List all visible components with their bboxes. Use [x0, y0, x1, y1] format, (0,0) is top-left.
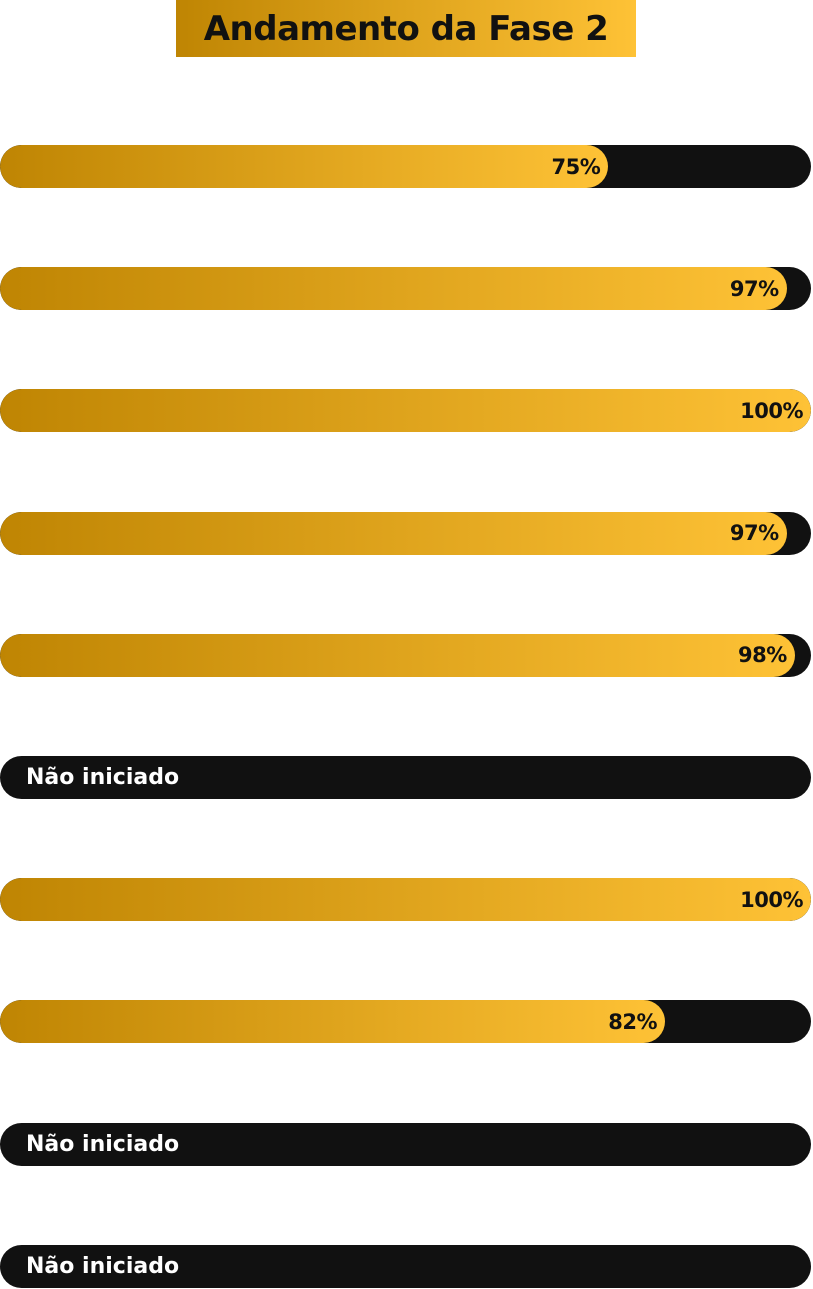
progress-bar: Não iniciado — [0, 756, 811, 799]
not-started-label: Não iniciado — [26, 1131, 180, 1157]
progress-bar: 100% — [0, 389, 811, 433]
progress-percent-label: 100% — [740, 887, 803, 912]
progress-percent-label: 82% — [608, 1009, 658, 1034]
progress-bar: 97% — [0, 511, 811, 555]
progress-percent-label: 97% — [729, 521, 779, 546]
progress-bar: 82% — [0, 1000, 811, 1044]
progress-fill: 97% — [0, 267, 787, 311]
progress-fill: 100% — [0, 389, 811, 433]
page-title: Andamento da Fase 2 — [176, 0, 636, 57]
not-started-label: Não iniciado — [26, 1253, 180, 1279]
progress-fill: 75% — [0, 145, 609, 188]
not-started-label: Não iniciado — [26, 765, 180, 790]
progress-bar: Não iniciado — [0, 1244, 811, 1288]
progress-bar: 75% — [0, 145, 811, 188]
progress-fill: 82% — [0, 1000, 666, 1044]
progress-fill: 98% — [0, 633, 795, 677]
progress-bar: 100% — [0, 878, 811, 922]
progress-percent-label: 98% — [738, 643, 787, 668]
progress-bar: 98% — [0, 633, 811, 677]
progress-bar: Não iniciado — [0, 1122, 811, 1166]
progress-percent-label: 97% — [729, 276, 779, 301]
progress-percent-label: 100% — [740, 398, 803, 423]
progress-bar: 97% — [0, 267, 811, 311]
progress-percent-label: 75% — [551, 154, 601, 179]
progress-fill: 97% — [0, 511, 787, 555]
progress-fill: 100% — [0, 878, 811, 922]
